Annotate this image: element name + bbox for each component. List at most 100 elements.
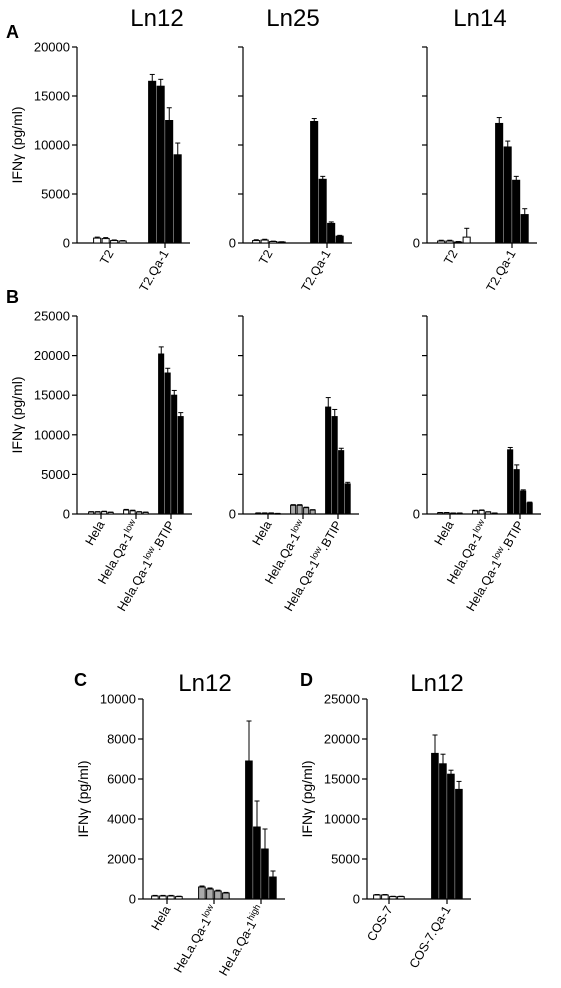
category-name: Hela bbox=[432, 518, 457, 547]
bar bbox=[439, 763, 447, 900]
panel-label: D bbox=[300, 670, 313, 690]
bar bbox=[296, 504, 303, 515]
bar bbox=[123, 509, 130, 515]
bar bbox=[290, 504, 297, 515]
bar bbox=[245, 760, 253, 900]
bar bbox=[325, 406, 332, 515]
category-suffix: .BTIP bbox=[150, 519, 178, 553]
bar bbox=[507, 449, 514, 515]
bar bbox=[177, 416, 184, 515]
y-tick-label: 0 bbox=[413, 507, 420, 522]
x-tick-label: T2.Qa-1 bbox=[137, 247, 172, 294]
bar bbox=[472, 510, 479, 515]
bar bbox=[164, 372, 171, 515]
category-superscript: low bbox=[471, 517, 487, 534]
category-name: T2.Qa-1 bbox=[137, 247, 172, 294]
category-name: HeLa.Qa-1 bbox=[171, 915, 214, 975]
category-name: COS-7.Qa-1 bbox=[407, 903, 454, 970]
bar bbox=[261, 848, 269, 900]
bar bbox=[94, 511, 101, 515]
y-axis-label: IFNγ (pg/ml) bbox=[299, 761, 315, 838]
y-tick-label: 0 bbox=[63, 507, 70, 522]
y-tick-label: 15000 bbox=[34, 89, 70, 104]
bar bbox=[107, 511, 114, 515]
x-tick-label: T2 bbox=[256, 247, 275, 267]
panel-title: Ln25 bbox=[266, 5, 319, 32]
category-name: COS-7 bbox=[364, 903, 395, 943]
bar bbox=[156, 85, 165, 244]
category-name: T2.Qa-1 bbox=[299, 247, 334, 294]
bar bbox=[318, 178, 327, 244]
bar bbox=[327, 222, 336, 244]
bar bbox=[331, 416, 338, 515]
bar bbox=[513, 469, 520, 515]
bar bbox=[118, 240, 127, 244]
category-superscript: high bbox=[245, 903, 262, 923]
bar bbox=[437, 240, 446, 244]
x-tick-label: HeLa.Qa-1low bbox=[169, 902, 220, 975]
bar bbox=[381, 894, 389, 900]
bar bbox=[455, 788, 463, 900]
bar bbox=[110, 240, 119, 244]
y-tick-label: 0 bbox=[413, 236, 420, 251]
category-superscript: low bbox=[122, 517, 138, 534]
x-tick-label: T2.Qa-1 bbox=[299, 247, 334, 294]
y-tick-label: 10000 bbox=[34, 138, 70, 153]
bar bbox=[148, 80, 157, 244]
bar bbox=[252, 240, 261, 244]
bar bbox=[175, 896, 183, 900]
y-tick-label: 0 bbox=[229, 236, 236, 251]
bar bbox=[520, 214, 529, 244]
bar bbox=[93, 237, 102, 244]
y-tick-label: 20000 bbox=[324, 732, 360, 747]
bar bbox=[447, 773, 455, 900]
bar bbox=[88, 511, 95, 515]
bar bbox=[142, 511, 149, 515]
category-name: Hela.Qa-1 bbox=[282, 557, 323, 613]
category-suffix: .BTIP bbox=[317, 519, 345, 553]
y-tick-label: 0 bbox=[63, 236, 70, 251]
y-tick-label: 4000 bbox=[107, 812, 136, 827]
bar bbox=[101, 511, 108, 515]
y-tick-label: 15000 bbox=[34, 388, 70, 403]
bar bbox=[198, 886, 206, 900]
bar bbox=[222, 892, 230, 900]
category-name: Hela bbox=[83, 518, 108, 547]
bar bbox=[159, 895, 167, 900]
category-superscript: low bbox=[289, 517, 305, 534]
bar bbox=[495, 122, 504, 244]
y-tick-label: 25000 bbox=[34, 309, 70, 324]
bar bbox=[309, 509, 316, 515]
x-tick-label: T2.Qa-1 bbox=[484, 247, 519, 294]
bar bbox=[431, 752, 439, 900]
category-name: Hela.Qa-1 bbox=[444, 530, 485, 586]
bar bbox=[454, 241, 463, 244]
bar bbox=[173, 154, 182, 244]
panel-title: Ln12 bbox=[410, 670, 463, 697]
panel-label: A bbox=[6, 22, 19, 42]
bar bbox=[520, 490, 527, 515]
category-name: T2.Qa-1 bbox=[484, 247, 519, 294]
bar bbox=[373, 894, 381, 900]
y-tick-label: 5000 bbox=[331, 852, 360, 867]
bar bbox=[462, 236, 471, 244]
bar bbox=[206, 888, 214, 900]
bar bbox=[269, 876, 277, 900]
bar bbox=[397, 896, 405, 900]
bar bbox=[269, 241, 278, 244]
bar bbox=[445, 240, 454, 244]
x-tick-label: Hela bbox=[250, 518, 275, 547]
category-suffix: .BTIP bbox=[499, 519, 527, 553]
category-name: Hela.Qa-1 bbox=[115, 557, 156, 613]
y-tick-label: 6000 bbox=[107, 772, 136, 787]
bar bbox=[171, 394, 178, 515]
y-tick-label: 10000 bbox=[100, 692, 136, 707]
x-tick-label: COS-7.Qa-1 bbox=[407, 903, 454, 970]
y-tick-label: 5000 bbox=[41, 187, 70, 202]
panel-title: Ln14 bbox=[453, 5, 506, 32]
bar bbox=[303, 507, 310, 515]
bar bbox=[165, 120, 174, 244]
panel-label: B bbox=[6, 287, 19, 307]
x-tick-label: T2 bbox=[441, 247, 460, 267]
